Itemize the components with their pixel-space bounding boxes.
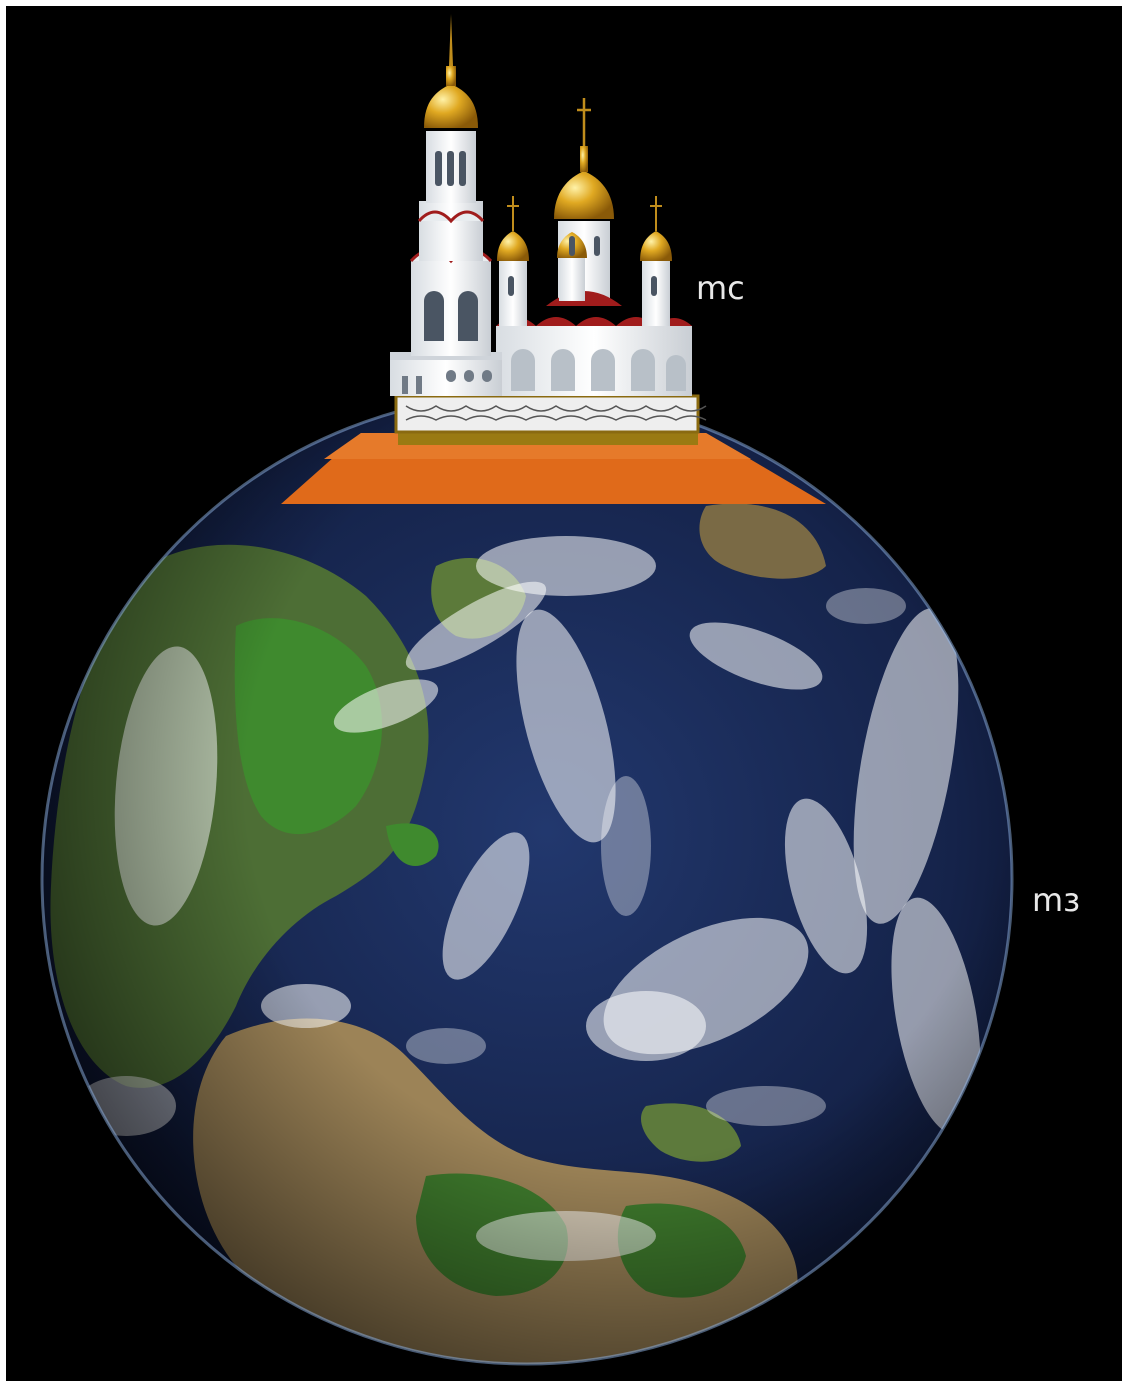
- diagram-canvas: mc mз: [6, 6, 1122, 1381]
- orthodox-church-icon: [390, 14, 707, 445]
- diagram-svg: [40, 14, 1014, 1366]
- earth-mass-label: mз: [1032, 881, 1081, 919]
- earth-globe-icon: [40, 392, 1014, 1366]
- church-mass-label: mc: [696, 269, 745, 307]
